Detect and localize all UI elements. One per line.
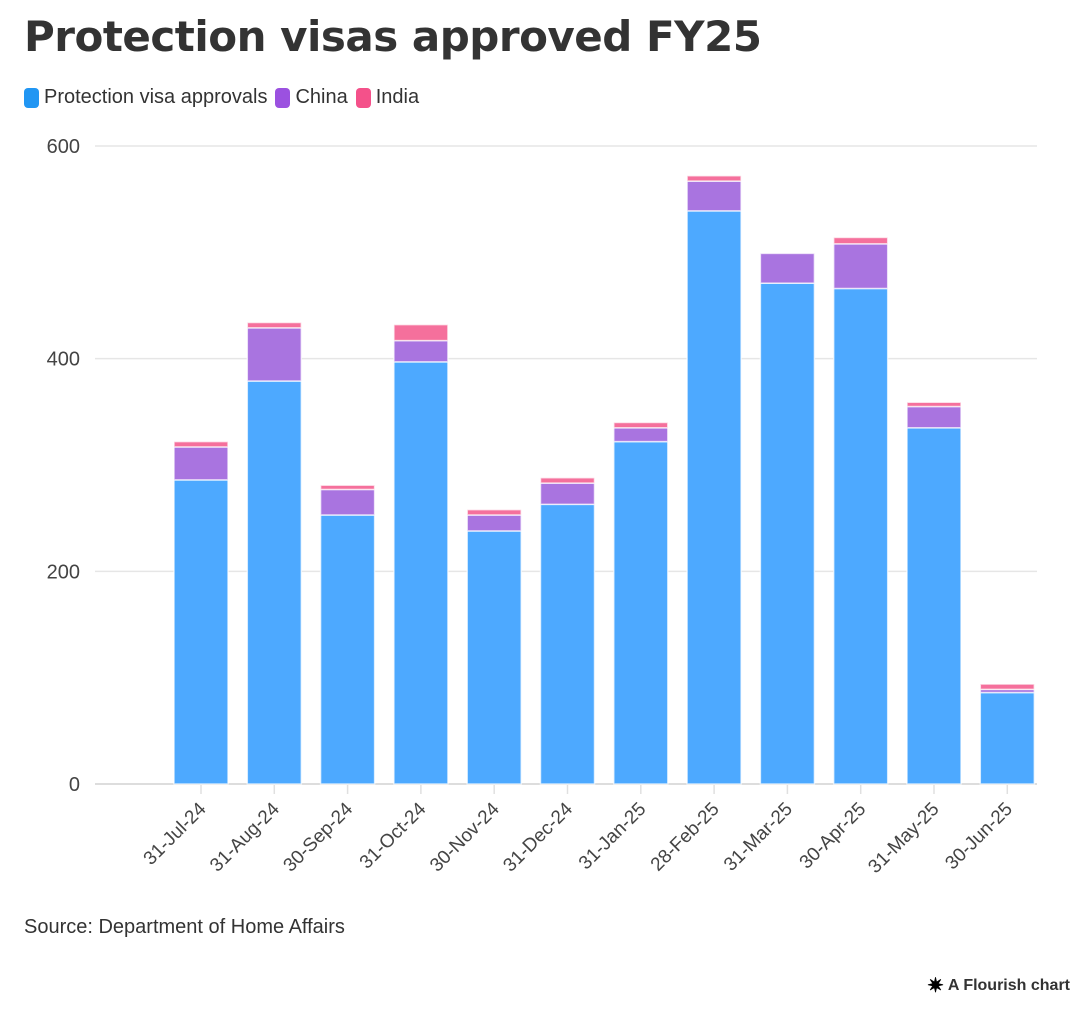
bar-china[interactable] [539,482,596,506]
legend-item-china[interactable]: China [275,86,348,109]
bar-protection-visa-approvals[interactable] [686,210,742,785]
x-tick-label: 31-Oct-24 [356,798,431,873]
bar-china[interactable] [832,243,889,290]
credit-text: A Flourish chart [947,976,1070,994]
x-tick-label: 30-Jun-25 [941,799,1016,874]
flourish-logo-icon: ✷ [927,975,944,997]
bar-india[interactable] [466,508,522,516]
legend-swatch-india [355,87,371,108]
x-tick-label: 31-Jul-24 [140,798,211,869]
legend-item-protection[interactable]: Protection visa approvals [24,86,267,109]
bar-protection-visa-approvals[interactable] [539,503,596,785]
bar-india[interactable] [906,401,962,408]
bar-protection-visa-approvals[interactable] [246,380,303,785]
y-tick-label: 0 [69,774,80,796]
x-tick-label: 31-Jan-25 [575,799,650,874]
x-tick-label: 31-Dec-24 [499,798,577,876]
chart-title: Protection visas approved FY25 [24,12,762,61]
bar-india[interactable] [393,323,449,342]
bar-india[interactable] [613,421,669,429]
y-tick-label: 600 [47,136,80,158]
bar-china[interactable] [393,339,449,363]
x-tick-label: 30-Nov-24 [426,798,504,876]
x-tick-label: 30-Apr-25 [796,799,871,874]
bar-china[interactable] [466,514,522,532]
legend-label-china: China [295,86,348,108]
legend-label-protection: Protection visa approvals [44,86,268,108]
bar-china[interactable] [906,405,962,429]
bar-india[interactable] [686,175,742,182]
legend-label-india: India [375,86,420,108]
bar-india[interactable] [539,477,596,484]
y-tick-label: 400 [47,349,80,371]
bar-protection-visa-approvals[interactable] [832,287,889,785]
source-note: Source: Department of Home Affairs [24,916,345,938]
bar-protection-visa-approvals[interactable] [319,514,376,785]
y-tick-label: 200 [47,561,80,583]
x-tick-label: 31-Mar-25 [720,799,797,876]
legend-swatch-china [275,87,291,108]
legend-swatch-protection [24,87,39,108]
bar-china[interactable] [173,446,229,481]
bar-india[interactable] [832,236,889,245]
bar-china[interactable] [319,488,376,516]
x-tick-label: 31-May-25 [864,799,943,878]
x-tick-label: 31-Aug-24 [206,798,284,876]
bar-protection-visa-approvals[interactable] [979,691,1036,785]
legend: Protection visa approvals China India [24,86,427,109]
flourish-credit[interactable]: ✷ A Flourish chart [927,973,1070,998]
bar-india[interactable] [319,484,376,491]
bar-india[interactable] [173,440,229,448]
bar-protection-visa-approvals[interactable] [613,440,669,785]
bar-protection-visa-approvals[interactable] [393,361,449,785]
bar-china[interactable] [759,252,816,284]
legend-item-india[interactable]: India [355,86,420,109]
bar-protection-visa-approvals[interactable] [466,530,522,785]
bar-protection-visa-approvals[interactable] [759,282,816,785]
bar-protection-visa-approvals[interactable] [173,479,229,785]
bar-protection-visa-approvals[interactable] [906,427,962,785]
bar-india[interactable] [979,683,1036,691]
bar-china[interactable] [686,180,742,212]
bar-china[interactable] [613,427,669,443]
bar-china[interactable] [246,327,303,382]
x-tick-label: 28-Feb-25 [647,799,724,876]
bar-india[interactable] [246,321,303,329]
x-tick-label: 30-Sep-24 [280,798,358,876]
